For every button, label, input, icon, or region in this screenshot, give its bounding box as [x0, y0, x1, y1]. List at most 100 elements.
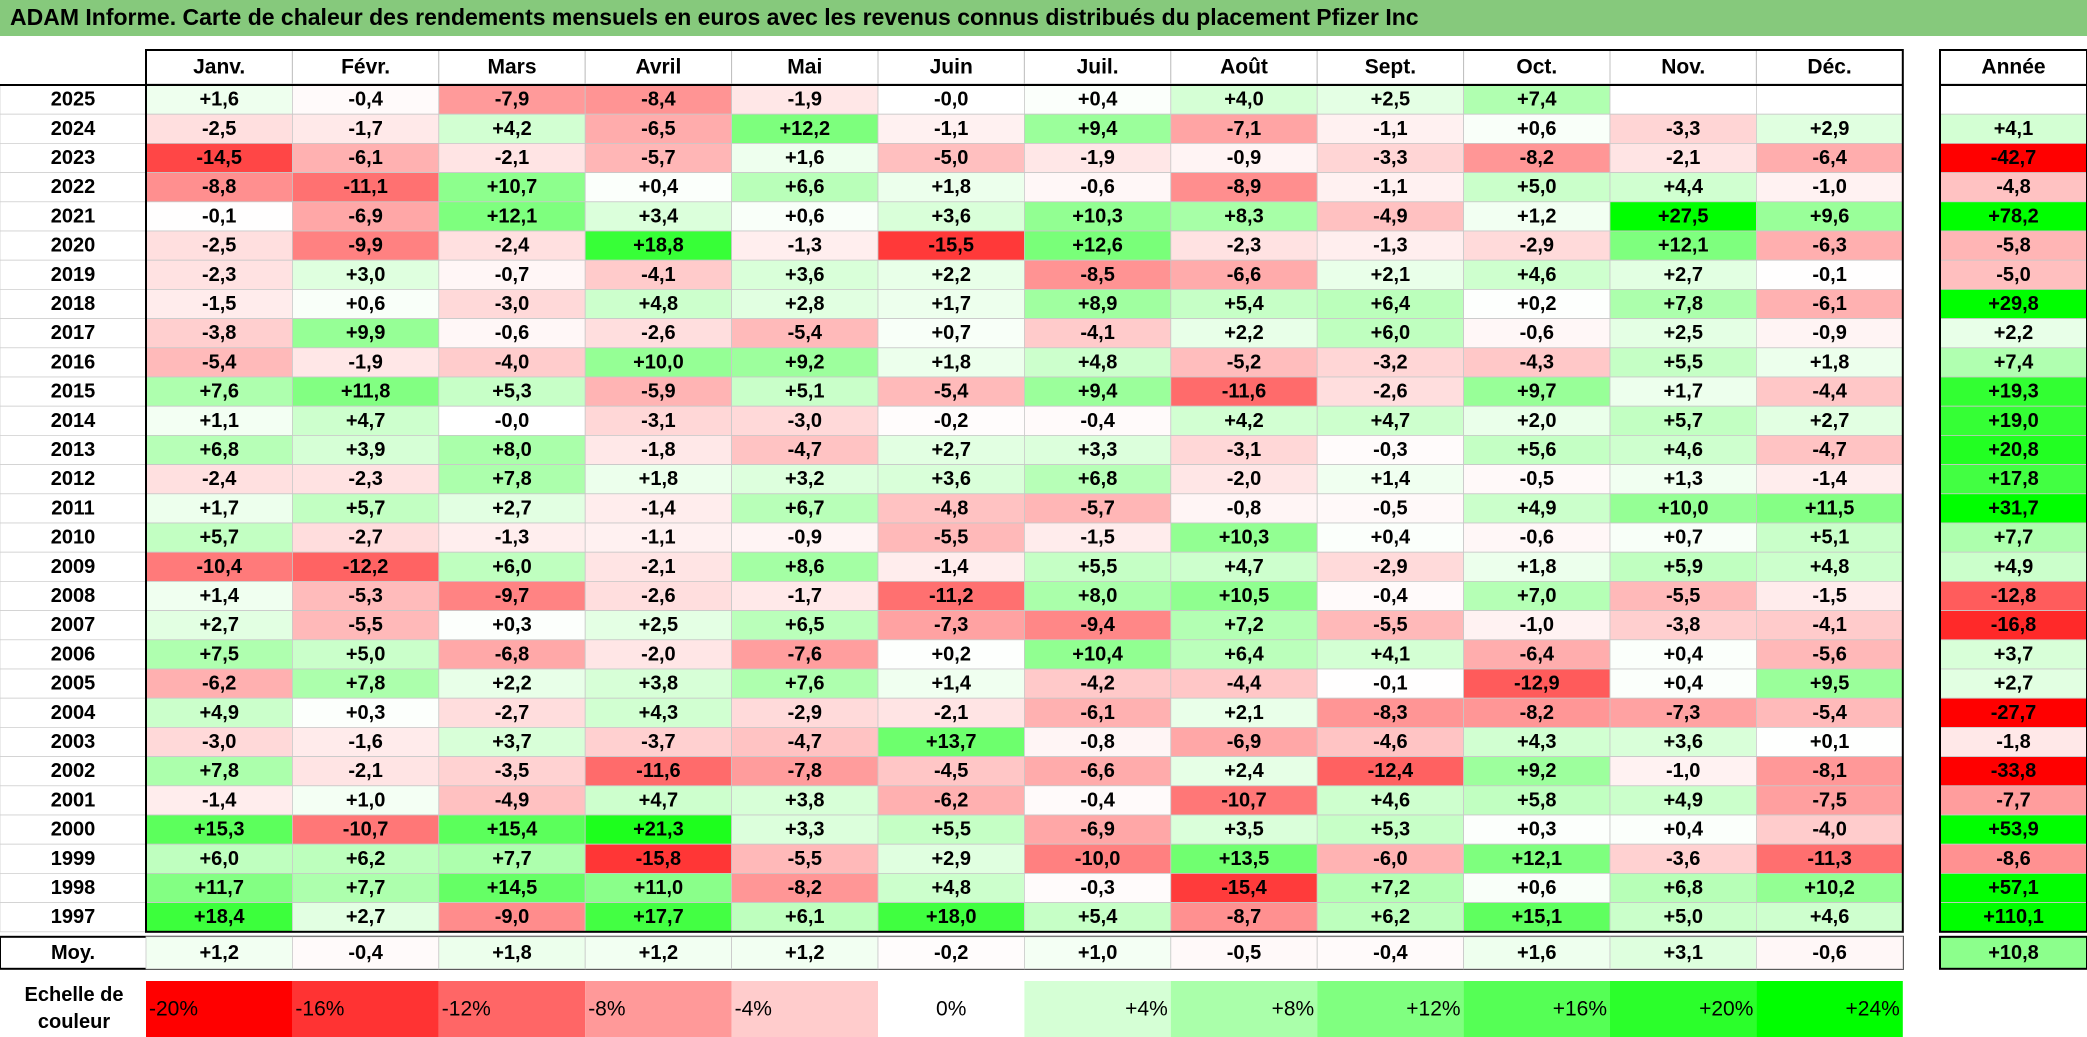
heat-cell — [1756, 259, 1904, 290]
heat-cell — [584, 785, 733, 816]
heat-cell-value: -7,3 — [1666, 702, 1700, 724]
heat-cell — [438, 405, 586, 436]
heat-cell-value: +9,7 — [1517, 381, 1556, 403]
year-cell — [0, 84, 147, 115]
heat-cell-value: -1,9 — [1080, 147, 1114, 169]
heat-cell-value: -0,0 — [934, 89, 968, 111]
heat-cell-value: -5,4 — [202, 351, 237, 373]
heat-cell-value: -6,6 — [1227, 264, 1261, 286]
heat-cell-value: +6,0 — [492, 556, 531, 578]
heat-cell — [438, 522, 586, 553]
heat-cell — [731, 756, 879, 787]
heat-cell — [1024, 610, 1172, 641]
heat-cell — [145, 756, 293, 787]
heat-cell — [1316, 142, 1464, 173]
heat-cell-value: -6,8 — [495, 643, 529, 665]
heat-cell-value: +6,8 — [199, 439, 238, 461]
heat-cell-value: +2,4 — [1224, 760, 1264, 782]
heat-cell-value: +4,6 — [1517, 264, 1556, 286]
heat-cell-value: -8,9 — [1227, 176, 1261, 198]
heat-cell — [1463, 172, 1611, 203]
heat-cell-value: +10,0 — [1658, 497, 1709, 519]
heat-cell-value: -5,3 — [348, 585, 382, 607]
scale-label: -16% — [295, 998, 344, 1021]
year-label: 2002 — [51, 760, 96, 782]
heat-cell-value: -6,3 — [1812, 235, 1846, 257]
heat-cell-value: +8,0 — [492, 439, 531, 461]
heat-cell-value: +7,8 — [492, 468, 531, 490]
heat-cell-value: -0,4 — [348, 89, 383, 111]
heat-cell-value: +0,4 — [1371, 527, 1411, 549]
heat-cell — [1756, 814, 1904, 845]
heat-cell-value: -9,0 — [495, 906, 529, 928]
heat-cell-value: -5,4 — [788, 322, 823, 344]
heat-cell — [877, 201, 1025, 232]
heat-cell-value: -2,4 — [202, 468, 237, 490]
heat-cell-value: -0,2 — [934, 410, 968, 432]
heat-cell-value: +2,7 — [199, 614, 238, 636]
heat-cell-value: +3,8 — [639, 673, 678, 695]
heat-cell-value: +4,7 — [346, 410, 385, 432]
heat-cell-value: +5,8 — [1517, 789, 1556, 811]
heat-cell — [145, 464, 293, 495]
heat-cell — [145, 610, 293, 641]
heat-cell-value: +2,1 — [1371, 264, 1410, 286]
heat-cell-value: +0,4 — [1663, 643, 1703, 665]
heat-cell — [1316, 230, 1464, 261]
heat-cell — [1756, 172, 1904, 203]
heat-cell-value: +0,4 — [1663, 819, 1703, 841]
heat-cell-value: -11,3 — [1807, 848, 1851, 870]
heat-cell — [1024, 814, 1172, 845]
scale-label: -8% — [588, 998, 625, 1021]
heat-cell-value: +5,5 — [931, 819, 970, 841]
annual-header: Année — [1981, 56, 2045, 79]
heat-cell-value: +7,6 — [199, 381, 238, 403]
heat-cell-value: -2,6 — [1373, 381, 1407, 403]
scale-swatch — [1317, 981, 1464, 1037]
heat-cell-value: -0,1 — [1373, 673, 1407, 695]
heat-cell — [1024, 347, 1172, 378]
heat-cell-value: +3,3 — [1078, 439, 1117, 461]
title-bar: ADAM Informe. Carte de chaleur des rende… — [0, 0, 2087, 36]
year-cell — [0, 581, 147, 612]
average-value: -0,5 — [1227, 942, 1261, 964]
heat-cell-value: -1,4 — [1812, 468, 1847, 490]
annual-value: -33,8 — [1991, 760, 2037, 782]
heat-cell-value: +18,4 — [194, 906, 245, 928]
heat-cell — [1170, 697, 1318, 728]
year-label: 2007 — [51, 614, 96, 636]
heat-cell — [1024, 873, 1172, 904]
heat-cell — [1024, 172, 1172, 203]
average-cell — [1024, 936, 1172, 970]
heat-cell — [438, 113, 586, 144]
heat-cell-value: -1,6 — [348, 731, 382, 753]
month-header: Sept. — [1365, 56, 1416, 79]
heat-cell-value: +0,2 — [931, 643, 970, 665]
heat-cell-value: -5,5 — [348, 614, 382, 636]
heat-cell — [1463, 785, 1611, 816]
heat-cell-value: -0,6 — [1520, 527, 1554, 549]
heat-cell-value: +1,6 — [199, 89, 238, 111]
heat-cell — [1170, 668, 1318, 699]
heat-cell-value: -4,3 — [1520, 351, 1554, 373]
heat-cell-value: +5,5 — [1663, 351, 1702, 373]
heat-cell-value: +17,7 — [633, 906, 684, 928]
heat-cell-value: +3,9 — [346, 439, 385, 461]
heat-cell — [584, 902, 733, 933]
annual-cell — [1939, 172, 2087, 203]
heat-cell — [1756, 551, 1904, 582]
average-value: -0,2 — [934, 942, 968, 964]
year-cell — [0, 405, 147, 436]
average-annual-value: +10,8 — [1988, 942, 2039, 964]
heat-cell-value: +13,7 — [926, 731, 977, 753]
heat-cell-value: +6,7 — [785, 497, 824, 519]
heat-cell-value: -2,7 — [348, 527, 382, 549]
annual-value: +29,8 — [1988, 293, 2039, 315]
heat-cell-value: -2,5 — [202, 118, 236, 140]
scale-label: +16% — [1553, 998, 1607, 1021]
heat-cell — [1024, 668, 1172, 699]
scale-label: +24% — [1846, 998, 1900, 1021]
heat-cell — [1609, 902, 1757, 933]
heat-cell-value: +5,0 — [346, 643, 385, 665]
heat-cell — [1463, 522, 1611, 553]
